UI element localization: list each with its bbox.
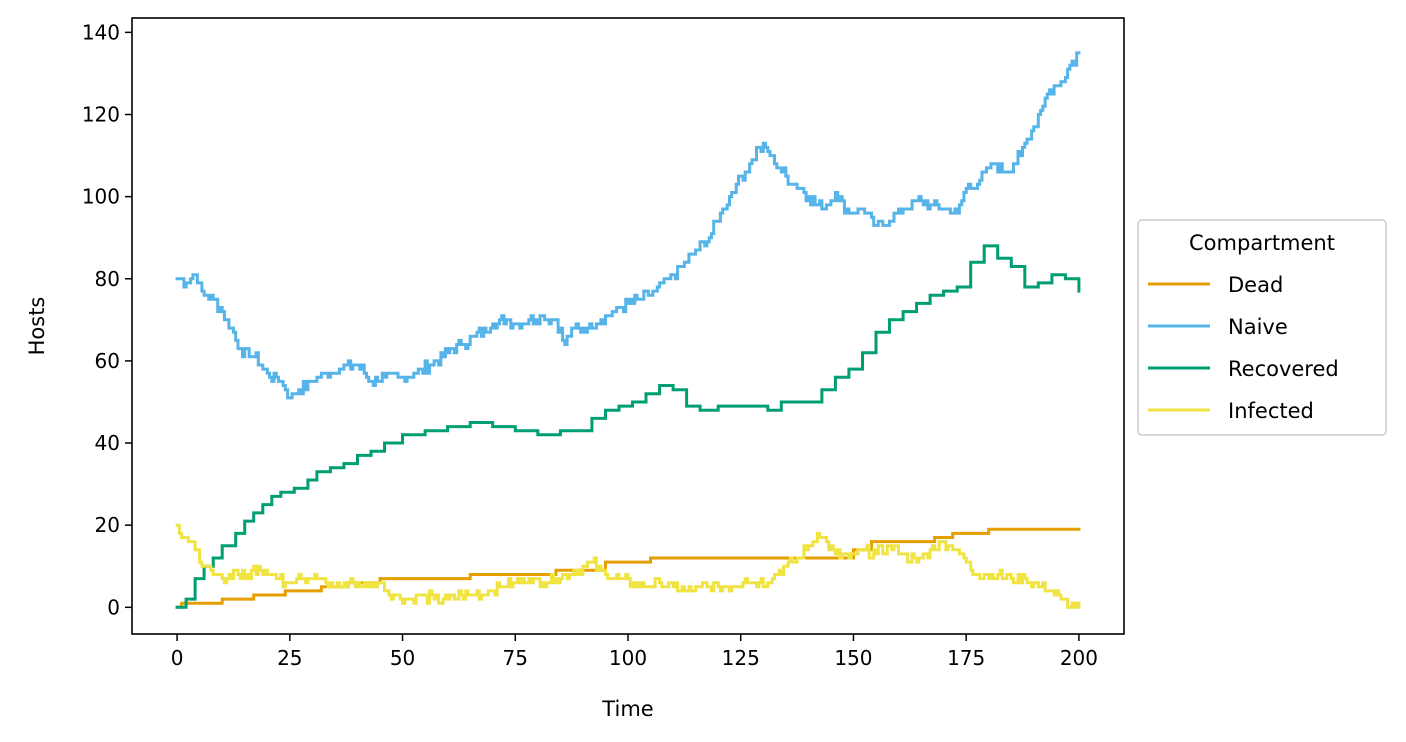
x-tick-label: 175 — [947, 646, 985, 670]
y-axis: 0 20 40 60 80 100 120 140 — [82, 20, 132, 619]
y-tick-label: 100 — [82, 185, 120, 209]
x-tick-label: 100 — [609, 646, 647, 670]
y-tick-label: 60 — [95, 349, 120, 373]
y-tick-label: 80 — [95, 267, 120, 291]
y-tick-label: 20 — [95, 513, 120, 537]
y-tick-label: 40 — [95, 431, 120, 455]
y-tick-label: 0 — [107, 595, 120, 619]
x-tick-label: 50 — [390, 646, 415, 670]
x-tick-label: 0 — [171, 646, 184, 670]
y-tick-label: 120 — [82, 103, 120, 127]
x-axis: 0 25 50 75 100 125 150 175 200 — [171, 634, 1098, 670]
x-tick-label: 125 — [722, 646, 760, 670]
series-line-dead — [175, 527, 1081, 609]
legend-label-naive: Naive — [1228, 315, 1288, 339]
y-tick-label: 140 — [82, 20, 120, 44]
legend-label-recovered: Recovered — [1228, 357, 1339, 381]
legend-label-dead: Dead — [1228, 273, 1283, 297]
series-line-recovered — [175, 244, 1081, 609]
x-tick-label: 25 — [277, 646, 302, 670]
legend-box — [1137, 219, 1387, 436]
series-line-naive — [175, 51, 1081, 400]
y-axis-label: Hosts — [25, 297, 49, 356]
legend-title: Compartment — [1189, 231, 1335, 255]
x-tick-label: 200 — [1060, 646, 1098, 670]
x-tick-label: 75 — [503, 646, 528, 670]
x-axis-label: Time — [601, 697, 653, 721]
legend-items: Dead Naive Recovered Infected — [1148, 273, 1339, 423]
series-line-infected — [175, 523, 1081, 609]
series-layer — [175, 51, 1081, 609]
legend: Compartment Dead Naive Recovered Infected — [1137, 219, 1387, 436]
x-tick-label: 150 — [834, 646, 872, 670]
legend-label-infected: Infected — [1228, 399, 1314, 423]
